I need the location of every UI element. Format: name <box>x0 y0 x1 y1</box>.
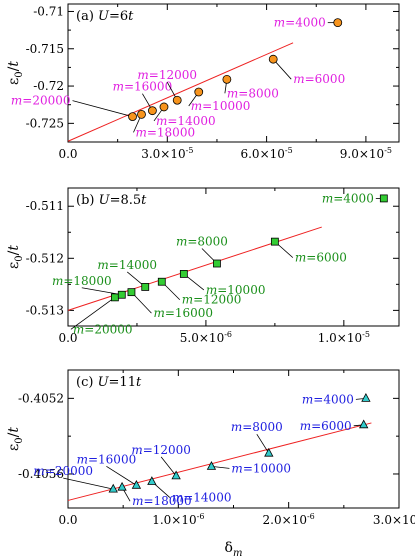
data-label: m=16000 <box>153 306 213 320</box>
data-label: m=20000 <box>73 322 133 336</box>
y-tick-label: -0.715 <box>26 42 64 56</box>
data-point <box>117 481 127 491</box>
data-label: m=18000 <box>132 494 192 508</box>
data-point <box>213 259 221 268</box>
y-tick-label: -0.4052 <box>18 391 64 405</box>
data-label: m=6000 <box>295 251 347 265</box>
y-tick-label: -0.4056 <box>18 467 64 481</box>
data-point <box>270 237 279 246</box>
data-point <box>361 393 371 402</box>
panel-label: (a) U=6t <box>76 9 134 24</box>
x-tick-label: 0.0 <box>58 331 77 345</box>
y-tick-label: -0.725 <box>26 116 64 130</box>
data-point <box>206 461 217 470</box>
x-tick-label: 3.0×10-5 <box>141 146 193 161</box>
data-label: m=6000 <box>300 419 352 433</box>
leader-line <box>256 433 270 454</box>
x-tick-label: 1.0×10-5 <box>318 330 370 345</box>
leader-line <box>63 477 114 490</box>
data-point <box>141 283 150 291</box>
data-point <box>179 270 188 278</box>
data-label: m=12000 <box>137 68 197 82</box>
data-label: m=10000 <box>206 283 266 297</box>
data-label: m=4000 <box>302 392 354 406</box>
fit-line <box>67 226 322 311</box>
leader-line <box>272 58 292 80</box>
leader-line <box>106 465 137 486</box>
data-point <box>147 476 157 485</box>
leader-line <box>70 297 116 330</box>
data-point <box>137 110 146 119</box>
data-label: m=8000 <box>227 86 279 100</box>
data-label: m=8000 <box>231 420 283 434</box>
y-tick-label: -0.512 <box>26 251 64 265</box>
data-point <box>264 447 274 457</box>
data-label: m=20000 <box>11 94 71 108</box>
x-tick-label: 9.0×10-5 <box>340 146 392 161</box>
data-point <box>268 54 278 64</box>
leader-line <box>160 456 177 477</box>
panel-a: 0.0 3.0×10-5 6.0×10-5 9.0×10-5 -0.71 -0.715 -0… <box>6 3 400 161</box>
data-label: m=18000 <box>52 274 112 288</box>
data-point <box>159 102 169 112</box>
y-axis-label: ε0/t <box>6 427 25 451</box>
leader-line <box>81 287 122 296</box>
data-point <box>131 479 142 489</box>
x-tick-label: 2.0×10-6 <box>263 512 315 527</box>
data-label: m=12000 <box>182 293 242 307</box>
x-tick-label: 5.0×10-6 <box>180 330 232 345</box>
data-point <box>157 277 166 286</box>
leader-line <box>72 100 133 118</box>
y-tick-label: -0.71 <box>33 4 64 18</box>
data-point <box>379 194 388 203</box>
data-label: m=18000 <box>135 125 195 139</box>
panel-label: (c) U=11t <box>76 375 142 390</box>
data-label: m=10000 <box>231 461 291 475</box>
fit-line <box>67 422 372 501</box>
data-label: m=12000 <box>131 443 191 457</box>
panel-c: 0.0 1.0×10-6 2.0×10-6 3.0×10-6 -0.4052 -0.405… <box>6 369 415 558</box>
data-label: m=6000 <box>293 72 345 86</box>
data-label: m=14000 <box>172 491 232 505</box>
data-point <box>110 293 119 302</box>
x-tick-label: 6.0×10-5 <box>240 146 292 161</box>
x-tick-label: 0.0 <box>58 147 77 161</box>
data-point <box>194 87 204 97</box>
data-point <box>108 483 118 493</box>
data-point <box>333 18 343 28</box>
data-label: m=8000 <box>176 235 228 249</box>
y-tick-label: -0.72 <box>33 79 64 93</box>
panel-b: 0.0 5.0×10-6 1.0×10-5 -0.511 -0.512 -0.513 ε0/… <box>6 187 400 345</box>
y-axis-label: ε0/t <box>6 61 25 85</box>
data-point <box>128 112 137 122</box>
y-tick-label: -0.511 <box>26 199 64 213</box>
x-tick-label: 1.0×10-6 <box>152 512 204 527</box>
data-label: m=14000 <box>97 258 157 272</box>
data-label: m=14000 <box>156 114 216 128</box>
panel-label: (b) U=8.5t <box>76 193 147 208</box>
data-label: m=4000 <box>322 191 374 205</box>
data-label: m=16000 <box>77 452 137 466</box>
data-label: m=16000 <box>113 80 173 94</box>
fit-line <box>67 42 294 142</box>
x-tick-label: 0.0 <box>58 513 77 527</box>
data-point <box>148 106 157 116</box>
data-point <box>171 470 181 480</box>
data-point <box>172 95 182 105</box>
plot-frame <box>67 187 400 327</box>
x-tick-label: 3.0×10-6 <box>373 512 415 527</box>
x-axis-label: δm <box>225 540 243 558</box>
y-tick-label: -0.513 <box>26 303 64 317</box>
y-axis-label: ε0/t <box>6 245 25 269</box>
data-point <box>127 288 136 297</box>
data-label: m=20000 <box>33 464 93 478</box>
data-label: m=10000 <box>191 99 251 113</box>
plot-frame <box>67 3 400 143</box>
data-point <box>359 419 369 429</box>
data-label: m=4000 <box>274 16 326 30</box>
data-point <box>117 290 126 299</box>
data-point <box>222 74 232 84</box>
